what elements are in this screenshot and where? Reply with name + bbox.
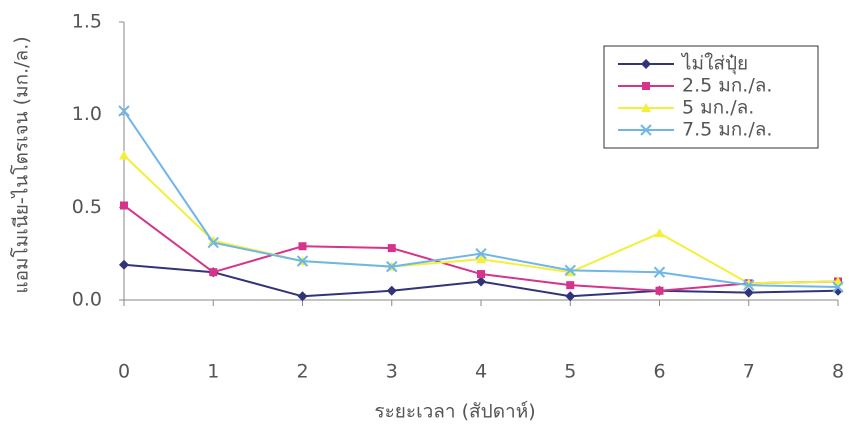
y-tick-label: 1.5 — [72, 11, 102, 33]
marker — [299, 242, 307, 250]
x-tick-label: 4 — [475, 361, 487, 383]
marker — [656, 287, 664, 295]
y-tick-label: 0.5 — [72, 196, 102, 218]
legend-label: 7.5 มก./ล. — [682, 119, 772, 141]
legend-label: 2.5 มก./ล. — [682, 75, 772, 97]
x-tick-label: 5 — [564, 361, 576, 383]
legend-label: ไม่ใส่ปุ๋ย — [680, 53, 748, 76]
marker — [642, 82, 650, 90]
x-tick-label: 7 — [743, 361, 755, 383]
chart: ระยะเวลา (สัปดาห์) แอมโมเนีย-ไนโตรเจน (ม… — [0, 0, 849, 434]
x-tick-label: 1 — [207, 361, 219, 383]
marker — [655, 228, 665, 237]
x-tick-label: 3 — [386, 361, 398, 383]
marker — [477, 270, 485, 278]
marker — [119, 150, 129, 159]
x-tick-label: 6 — [653, 361, 665, 383]
marker — [120, 201, 128, 209]
legend-label: 5 มก./ล. — [682, 97, 754, 119]
y-tick-label: 1.0 — [72, 103, 102, 125]
marker — [387, 286, 397, 296]
y-axis-title: แอมโมเนีย-ไนโตรเจน (มก./ล.) — [10, 36, 33, 293]
x-axis-title: ระยะเวลา (สัปดาห์) — [374, 401, 535, 423]
marker — [388, 244, 396, 252]
x-tick-label: 8 — [832, 361, 844, 383]
series-line — [124, 155, 838, 283]
x-tick-label: 2 — [296, 361, 308, 383]
x-tick-label: 0 — [118, 361, 130, 383]
marker — [566, 281, 574, 289]
y-tick-label: 0.0 — [72, 289, 102, 311]
marker — [209, 268, 217, 276]
marker — [119, 260, 129, 270]
